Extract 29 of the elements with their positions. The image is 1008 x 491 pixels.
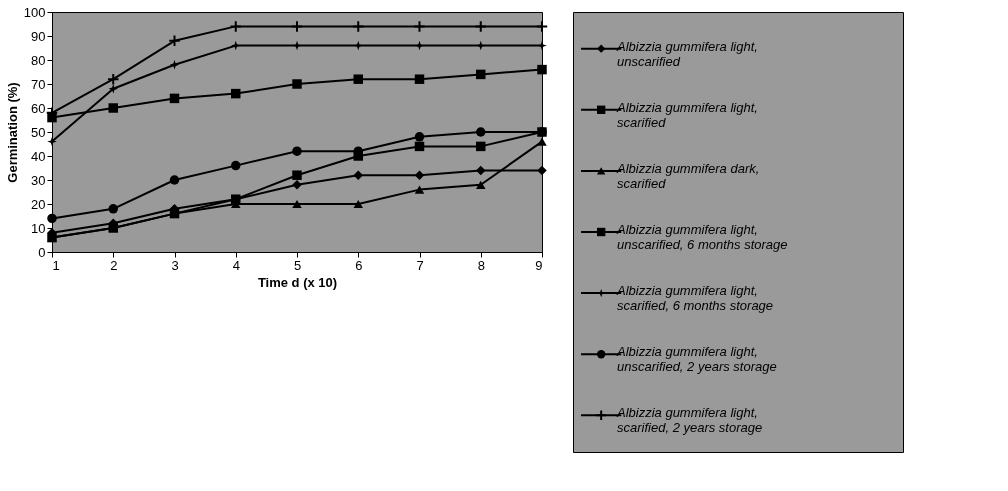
y-tick-label: 60 bbox=[31, 100, 46, 116]
y-tick-label: 80 bbox=[31, 52, 46, 68]
y-tick-label: 70 bbox=[31, 76, 46, 92]
y-tick-label: 40 bbox=[31, 148, 46, 164]
legend-label: Albizzia gummifera light, scarified, 2 years storage bbox=[616, 405, 763, 436]
legend-label: Albizzia gummifera light, unscarified, 2 years storage bbox=[616, 344, 777, 375]
x-tick-label: 7 bbox=[416, 257, 424, 273]
y-axis-title: Germination (%) bbox=[4, 82, 20, 183]
x-tick-label: 5 bbox=[293, 257, 302, 273]
y-tick-label: 50 bbox=[31, 124, 46, 140]
x-tick-label: 4 bbox=[232, 257, 240, 273]
x-axis-title: Time d (x 10) bbox=[257, 274, 338, 290]
x-tick-label: 9 bbox=[535, 257, 543, 273]
legend-label: Albizzia gummifera light, unscarified, 6 months storage bbox=[616, 222, 788, 252]
x-tick-label: 2 bbox=[110, 257, 118, 273]
legend-label: Albizzia gummifera light, scarified, 6 months storage bbox=[616, 283, 774, 314]
x-tick-label: 3 bbox=[171, 257, 179, 273]
legend-label: Albizzia gummifera light, unscarified bbox=[616, 38, 758, 69]
y-tick-label: 30 bbox=[31, 172, 46, 188]
x-tick-label: 6 bbox=[355, 257, 363, 273]
y-tick-label: 90 bbox=[31, 28, 46, 44]
x-tick-label: 8 bbox=[477, 257, 485, 273]
y-tick-label: 100 bbox=[23, 4, 46, 20]
legend-label: Albizzia gummifera dark, scarified bbox=[616, 160, 760, 191]
x-tick-label: 1 bbox=[52, 257, 60, 273]
y-tick-label: 0 bbox=[38, 244, 46, 260]
y-tick-label: 10 bbox=[31, 220, 46, 236]
legend-label: Albizzia gummifera light, scarified bbox=[616, 99, 758, 130]
y-tick-label: 20 bbox=[31, 196, 46, 212]
